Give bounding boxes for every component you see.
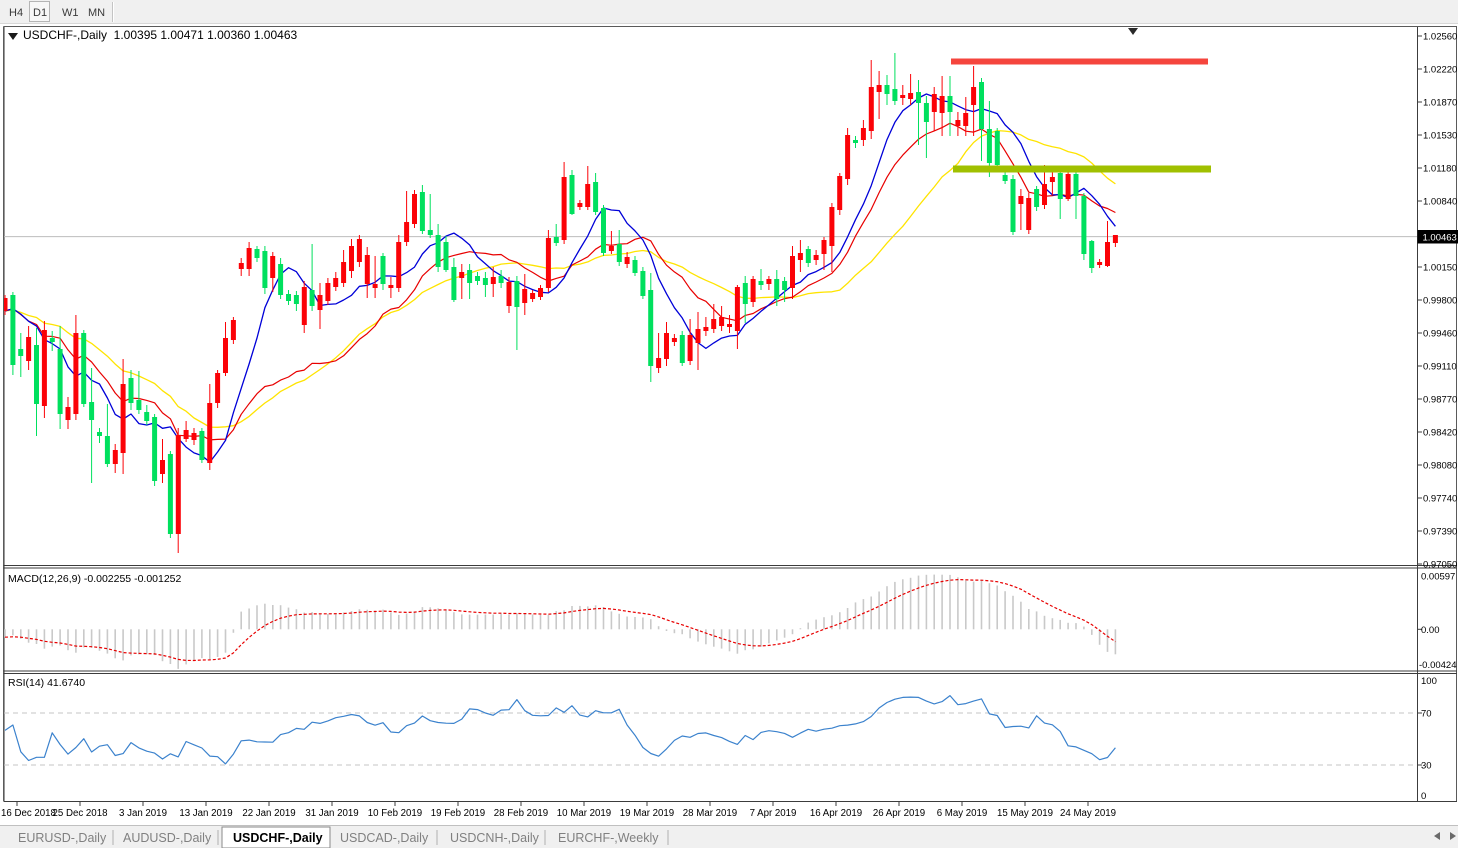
svg-text:H4: H4 [9, 7, 23, 19]
svg-text:0.98770: 0.98770 [1423, 395, 1457, 406]
svg-text:26 Apr 2019: 26 Apr 2019 [873, 808, 925, 819]
svg-text:1.02560: 1.02560 [1423, 32, 1457, 43]
svg-text:24 May 2019: 24 May 2019 [1060, 808, 1116, 819]
svg-text:USDCHF-,Daily: USDCHF-,Daily [233, 831, 323, 845]
svg-text:1.02220: 1.02220 [1423, 65, 1457, 76]
svg-text:1.01530: 1.01530 [1423, 131, 1457, 142]
svg-text:0.00597: 0.00597 [1421, 572, 1455, 583]
svg-text:3 Jan 2019: 3 Jan 2019 [119, 808, 167, 819]
svg-text:0: 0 [1421, 791, 1426, 802]
svg-text:0.97740: 0.97740 [1423, 494, 1457, 505]
svg-text:10 Feb 2019: 10 Feb 2019 [368, 808, 422, 819]
svg-text:0.99460: 0.99460 [1423, 329, 1457, 340]
svg-text:19 Feb 2019: 19 Feb 2019 [431, 808, 485, 819]
svg-text:0.99110: 0.99110 [1423, 362, 1457, 373]
svg-text:16 Apr 2019: 16 Apr 2019 [810, 808, 862, 819]
svg-text:0.97050: 0.97050 [1423, 560, 1457, 571]
svg-text:EURUSD-,Daily: EURUSD-,Daily [18, 831, 107, 845]
svg-text:28 Feb 2019: 28 Feb 2019 [494, 808, 548, 819]
svg-text:0.97390: 0.97390 [1423, 527, 1457, 538]
svg-text:0.99800: 0.99800 [1423, 296, 1457, 307]
svg-text:7 Apr 2019: 7 Apr 2019 [750, 808, 797, 819]
svg-text:RSI(14) 41.6740: RSI(14) 41.6740 [8, 677, 85, 689]
svg-text:MN: MN [88, 7, 105, 19]
svg-text:USDCAD-,Daily: USDCAD-,Daily [340, 831, 429, 845]
svg-text:0.98080: 0.98080 [1423, 461, 1457, 472]
svg-text:6 May 2019: 6 May 2019 [937, 808, 988, 819]
svg-text:13 Jan 2019: 13 Jan 2019 [179, 808, 232, 819]
svg-text:0.98420: 0.98420 [1423, 428, 1457, 439]
svg-text:1.01180: 1.01180 [1423, 164, 1457, 175]
svg-text:MACD(12,26,9) -0.002255 -0.001: MACD(12,26,9) -0.002255 -0.001252 [8, 573, 182, 585]
svg-text:16 Dec 2018: 16 Dec 2018 [1, 808, 56, 819]
svg-text:30: 30 [1421, 761, 1432, 772]
svg-text:22 Jan 2019: 22 Jan 2019 [242, 808, 295, 819]
svg-text:70: 70 [1421, 709, 1432, 720]
svg-text:1.01870: 1.01870 [1423, 98, 1457, 109]
svg-text:USDCNH-,Daily: USDCNH-,Daily [450, 831, 540, 845]
svg-text:19 Mar 2019: 19 Mar 2019 [620, 808, 674, 819]
svg-text:AUDUSD-,Daily: AUDUSD-,Daily [123, 831, 212, 845]
svg-text:1.00150: 1.00150 [1423, 263, 1457, 274]
svg-text:31 Jan 2019: 31 Jan 2019 [305, 808, 358, 819]
svg-text:25 Dec 2018: 25 Dec 2018 [53, 808, 108, 819]
svg-text:-0.00424: -0.00424 [1419, 660, 1457, 671]
svg-text:EURCHF-,Weekly: EURCHF-,Weekly [558, 831, 659, 845]
svg-text:D1: D1 [33, 7, 47, 19]
svg-text:W1: W1 [62, 7, 79, 19]
svg-text:10 Mar 2019: 10 Mar 2019 [557, 808, 611, 819]
svg-text:USDCHF-,Daily 1.00395 1.00471: USDCHF-,Daily 1.00395 1.00471 1.00360 1.… [23, 28, 298, 42]
svg-text:15 May 2019: 15 May 2019 [997, 808, 1053, 819]
svg-text:1.00463: 1.00463 [1423, 233, 1457, 244]
svg-text:100: 100 [1421, 676, 1437, 687]
svg-text:1.00840: 1.00840 [1423, 197, 1457, 208]
svg-text:0.00: 0.00 [1421, 625, 1440, 636]
svg-text:28 Mar 2019: 28 Mar 2019 [683, 808, 737, 819]
